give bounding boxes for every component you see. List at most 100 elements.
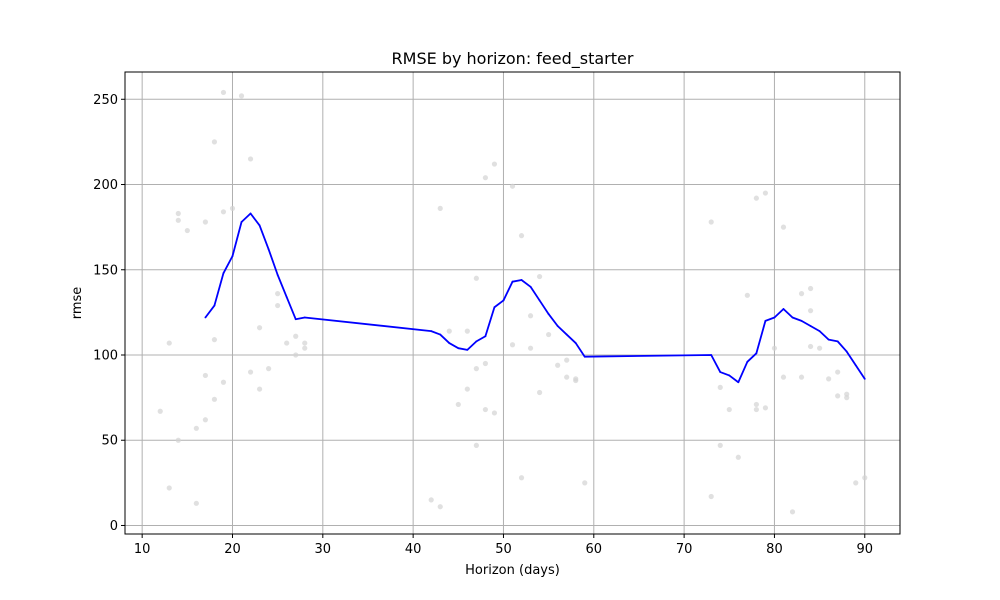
scatter-point — [826, 376, 832, 382]
line-data-point — [276, 273, 279, 276]
y-tick-label: 150 — [93, 263, 118, 278]
line-data-point — [240, 221, 243, 223]
y-tick-label: 100 — [93, 348, 118, 363]
x-tick-label: 90 — [856, 542, 873, 557]
line-data-point — [583, 355, 586, 358]
scatter-point — [184, 227, 190, 234]
line-data-point — [854, 364, 857, 367]
scatter-point — [202, 219, 208, 225]
line-data-point — [258, 224, 261, 227]
line-data-point — [484, 335, 487, 338]
scatter-point — [536, 273, 543, 280]
line-data-point — [204, 316, 207, 319]
scatter-point — [509, 342, 516, 348]
scatter-point — [573, 377, 579, 384]
scatter-point — [555, 362, 561, 368]
scatter-point — [835, 393, 841, 399]
line-data-point — [303, 316, 306, 319]
scatter-point — [202, 417, 208, 423]
line-data-point — [222, 272, 225, 275]
scatter-point — [247, 156, 254, 162]
scatter-point — [293, 333, 299, 339]
line-data-point — [475, 340, 478, 343]
line-data-point — [574, 342, 577, 344]
scatter-point — [446, 328, 452, 334]
scatter-point — [717, 384, 723, 390]
scatter-point — [437, 504, 443, 510]
line-data-point — [845, 350, 848, 353]
scatter-point — [717, 442, 723, 448]
scatter-point — [220, 379, 227, 385]
scatter-point — [211, 396, 218, 402]
scatter-point — [536, 389, 543, 396]
scatter-point — [708, 493, 714, 500]
scatter-point — [862, 475, 868, 481]
plot-frame — [124, 71, 901, 535]
line-data-point — [818, 330, 821, 333]
line-data-point — [719, 371, 722, 373]
scatter-points — [157, 89, 868, 515]
line-data-point — [502, 299, 505, 302]
scatter-point — [220, 89, 227, 96]
scatter-point — [166, 485, 172, 491]
x-tick-label: 20 — [224, 542, 241, 557]
scatter-point — [211, 337, 218, 343]
y-tick-label: 50 — [101, 434, 118, 449]
line-data-point — [791, 316, 794, 319]
scatter-point — [807, 308, 814, 314]
x-axis-label: Horizon (days) — [465, 563, 560, 578]
line-data-point — [836, 340, 839, 343]
scatter-point — [527, 345, 534, 351]
scatter-point — [275, 302, 281, 309]
scatter-point — [807, 343, 814, 350]
scatter-point — [798, 374, 805, 380]
scatter-point — [798, 291, 805, 297]
line-data-point — [782, 308, 785, 310]
line-data-point — [827, 338, 830, 341]
scatter-point — [256, 325, 263, 331]
scatter-point — [564, 357, 570, 363]
scatter-point — [284, 340, 290, 346]
scatter-point — [473, 442, 479, 448]
scatter-point — [464, 328, 470, 334]
scatter-point — [762, 405, 769, 411]
y-axis-label: rmse — [70, 287, 85, 320]
line-data-point — [511, 280, 514, 283]
scatter-point — [780, 374, 787, 380]
scatter-point — [835, 369, 841, 375]
scatter-point — [220, 209, 227, 215]
scatter-point — [437, 205, 443, 211]
scatter-point — [753, 195, 759, 201]
line-data-point — [556, 325, 559, 327]
scatter-point — [527, 313, 534, 319]
line-data-point — [547, 313, 550, 315]
scatter-point — [753, 406, 759, 413]
line-data-point — [746, 360, 749, 363]
line-data-point — [267, 248, 270, 251]
scatter-point — [193, 500, 199, 506]
line-data-point — [565, 333, 568, 336]
scatter-point — [302, 340, 308, 346]
line-data-point — [773, 316, 776, 319]
scatter-point — [546, 331, 552, 338]
line-data-point — [493, 306, 496, 309]
x-tick-label: 70 — [676, 542, 693, 557]
x-axis-ticks: 10 20 30 40 50 60 70 80 90 — [134, 534, 873, 557]
scatter-point — [256, 386, 263, 392]
line-data-point — [538, 299, 541, 302]
scatter-point — [238, 93, 245, 99]
scatter-point — [157, 408, 163, 414]
scatter-point — [518, 233, 525, 239]
y-axis-ticks: 0 50 100 150 200 250 — [93, 93, 125, 534]
y-tick-label: 250 — [93, 93, 118, 108]
line-data-point — [764, 320, 767, 322]
x-tick-label: 40 — [405, 542, 422, 557]
scatter-point — [518, 475, 525, 481]
line-data-point — [213, 304, 216, 307]
scatter-point — [853, 480, 859, 486]
scatter-point — [464, 386, 470, 392]
line-data-point — [755, 352, 758, 355]
x-tick-label: 60 — [586, 542, 603, 557]
